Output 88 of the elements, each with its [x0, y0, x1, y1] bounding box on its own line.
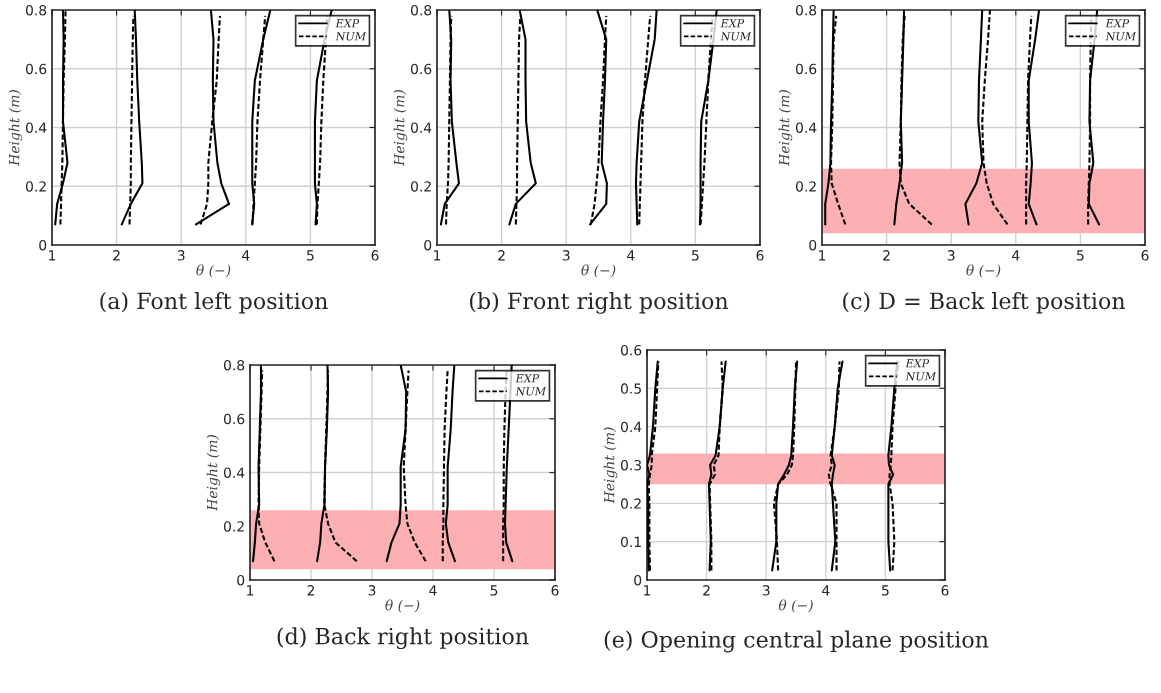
x-tick-label: 5: [307, 250, 314, 261]
y-tick-label: 0.8: [410, 4, 432, 16]
y-tick-label: 0.4: [223, 467, 245, 478]
y-tick-label: 0.2: [223, 521, 244, 532]
y-axis-title: Height (m): [393, 90, 408, 167]
y-tick-label: 0: [237, 574, 245, 586]
y-axis-title: Height (m): [603, 427, 618, 504]
y-axis-title: Height (m): [206, 435, 221, 512]
x-tick-label: 3: [762, 585, 770, 596]
legend-label: NUM: [515, 387, 547, 396]
x-tick-label: 2: [307, 585, 315, 596]
x-tick-label: 6: [1141, 250, 1149, 261]
x-tick-label: 2: [883, 250, 890, 261]
y-tick-label: 0: [634, 574, 642, 586]
x-axis-title: θ (−): [196, 264, 231, 278]
legend-label: NUM: [905, 372, 937, 381]
x-axis-title: θ (−): [581, 264, 616, 278]
x-tick-label: 5: [882, 585, 889, 596]
text: (c) D = Back left position: [843, 292, 1126, 314]
x-tick-label: 2: [703, 585, 710, 596]
y-tick-label: 0.4: [410, 122, 432, 133]
y-tick-label: 0.5: [620, 383, 641, 394]
y-axis-title: Height (m): [8, 90, 23, 167]
line-series: [1027, 10, 1041, 226]
x-axis-title: θ (−): [966, 264, 1001, 278]
y-tick-label: 0.1: [620, 536, 641, 548]
text: (b) Front right position: [470, 292, 729, 314]
x-tick-label: 4: [1012, 250, 1020, 261]
y-tick-label: 0.4: [25, 122, 47, 133]
text: (a) Font left position: [100, 292, 328, 314]
legend-label: EXP: [335, 19, 360, 28]
x-tick-label: 2: [498, 250, 505, 261]
line-series: [120, 10, 144, 226]
x-axis-title: θ (−): [385, 599, 420, 613]
x-tick-label: 3: [562, 250, 570, 261]
y-tick-label: 0.8: [25, 4, 47, 16]
legend-label: NUM: [335, 32, 367, 41]
y-tick-label: 0.6: [620, 344, 642, 356]
y-tick-label: 0.4: [620, 421, 642, 433]
x-tick-label: 4: [429, 585, 437, 596]
x-tick-label: 3: [947, 250, 955, 261]
x-axis-title: θ (−): [778, 599, 813, 613]
x-tick-label: 6: [371, 250, 379, 261]
x-tick-label: 1: [49, 250, 56, 261]
legend-label: EXP: [720, 19, 745, 28]
y-tick-label: 0.8: [795, 4, 817, 16]
y-tick-label: 0.2: [795, 181, 816, 192]
legend-label: EXP: [905, 359, 930, 368]
legend-label: NUM: [1105, 32, 1137, 41]
x-tick-label: 4: [242, 250, 250, 261]
y-tick-label: 0.2: [25, 181, 46, 192]
line-series: [444, 365, 456, 563]
y-tick-label: 0.6: [795, 63, 817, 75]
y-tick-label: 0.3: [620, 459, 642, 471]
legend-label: EXP: [515, 374, 540, 383]
y-tick-label: 0.6: [410, 63, 432, 75]
x-tick-label: 3: [177, 250, 185, 261]
x-tick-label: 2: [113, 250, 120, 261]
x-tick-label: 1: [247, 585, 254, 596]
text: (e) Opening central plane position: [604, 630, 989, 653]
y-tick-label: 0.6: [25, 63, 47, 75]
x-tick-label: 6: [551, 585, 559, 596]
y-axis-title: Height (m): [778, 90, 793, 167]
text: (d) Back right position: [277, 627, 529, 650]
x-tick-label: 4: [822, 585, 830, 596]
y-tick-label: 0: [809, 239, 817, 251]
x-tick-label: 1: [434, 250, 441, 261]
y-tick-label: 0: [424, 239, 432, 251]
y-tick-label: 0.8: [223, 359, 245, 371]
y-tick-label: 0.2: [410, 181, 431, 192]
line-series: [439, 10, 460, 226]
x-tick-label: 5: [1077, 250, 1084, 261]
x-tick-label: 3: [368, 585, 376, 596]
x-tick-label: 6: [941, 585, 949, 596]
y-tick-label: 0.2: [620, 498, 641, 509]
line-series: [508, 10, 537, 226]
x-tick-label: 4: [627, 250, 635, 261]
x-tick-label: 6: [756, 250, 764, 261]
x-tick-label: 1: [644, 585, 651, 596]
x-tick-label: 1: [819, 250, 826, 261]
legend-label: NUM: [720, 32, 752, 41]
x-tick-label: 5: [490, 585, 498, 596]
line-series: [195, 10, 231, 226]
legend-label: EXP: [1105, 19, 1130, 28]
x-tick-label: 5: [692, 250, 699, 261]
y-tick-label: 0: [39, 239, 47, 251]
y-tick-label: 0.4: [795, 122, 817, 133]
y-tick-label: 0.6: [223, 413, 245, 425]
